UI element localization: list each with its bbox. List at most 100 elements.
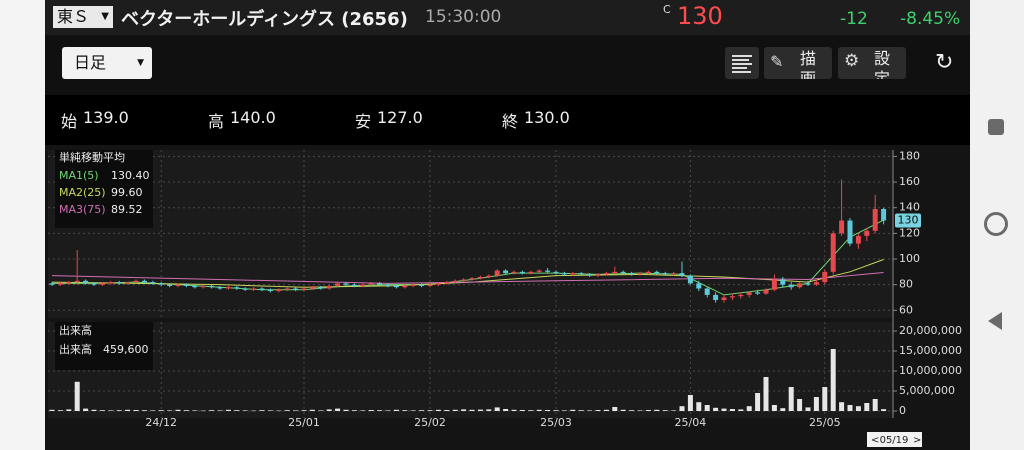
volume-bar xyxy=(755,393,761,411)
refresh-button[interactable]: ↻ xyxy=(935,50,954,75)
dropdown-arrow: ▼ xyxy=(137,58,144,68)
volume-bar xyxy=(116,410,122,411)
volume-bar xyxy=(797,399,803,411)
date-next[interactable]: > xyxy=(913,435,921,446)
candle-body xyxy=(755,292,761,294)
volume-bar xyxy=(528,410,534,411)
y-tick-label: 0 xyxy=(899,404,906,417)
y-tick-label: 60 xyxy=(899,303,913,316)
ohlc-value: 130.0 xyxy=(524,108,570,127)
volume-bar xyxy=(461,409,467,411)
volume-bar xyxy=(259,410,265,411)
candle-body xyxy=(813,282,819,285)
volume-bar xyxy=(351,410,357,411)
candle-body xyxy=(125,282,131,284)
settings-button[interactable]: ⚙ 設定 xyxy=(838,47,906,79)
period-select[interactable]: 日足 ▼ xyxy=(62,47,152,79)
candle-body xyxy=(116,282,122,284)
volume-bar xyxy=(805,407,811,411)
volume-bar xyxy=(91,409,97,411)
candle-body xyxy=(477,276,483,279)
ohlc-label: 高 xyxy=(208,112,225,131)
volume-bar xyxy=(99,410,105,411)
market-select[interactable]: 東Ｓ ▼ xyxy=(53,6,113,28)
candle-body xyxy=(469,278,475,280)
candle-body xyxy=(595,274,601,276)
volume-bar xyxy=(578,410,584,411)
back-button[interactable] xyxy=(988,312,1002,330)
chart: 24/12 25/01 25/02 25/03 25/04 25/05 60 80 100 120… xyxy=(45,145,970,450)
candle-body xyxy=(293,288,299,290)
candle-body xyxy=(847,220,853,244)
candle-body xyxy=(200,285,206,288)
y-tick-label: 160 xyxy=(899,175,920,188)
candle-body xyxy=(771,279,777,290)
candle-body xyxy=(360,284,366,286)
volume-bar xyxy=(503,409,509,411)
candle-body xyxy=(301,288,307,290)
volume-bar xyxy=(595,410,601,411)
header-bar xyxy=(45,0,970,35)
app: 東Ｓ ▼ ベクターホールディングス (2656) 15:30:00 C 130 … xyxy=(45,0,970,450)
price-tag xyxy=(895,213,921,228)
candle-body xyxy=(536,270,542,272)
candle-body xyxy=(234,287,240,289)
candle-body xyxy=(74,280,80,283)
last-price: 130 xyxy=(677,2,723,30)
candle-body xyxy=(276,289,282,292)
volume-bar xyxy=(251,410,257,412)
volume-bar xyxy=(645,410,651,411)
volume-bar xyxy=(881,409,887,411)
volume-bar xyxy=(687,395,693,411)
candle-body xyxy=(671,273,677,275)
volume-bar xyxy=(855,406,861,411)
settings-label: 設定 xyxy=(874,49,891,79)
volume-bar xyxy=(183,410,189,411)
date-nav[interactable] xyxy=(867,432,922,447)
volume-bar xyxy=(242,410,248,411)
volume-bar xyxy=(452,409,458,411)
date-prev[interactable]: < xyxy=(871,435,879,446)
volume-bar xyxy=(813,397,819,411)
y-tick-label: 80 xyxy=(899,278,913,291)
volume-bar xyxy=(587,410,593,411)
candle-body xyxy=(654,271,660,274)
volume-bar xyxy=(746,406,752,411)
volume-bar xyxy=(839,402,845,411)
candle-body xyxy=(217,287,223,289)
candle-body xyxy=(519,271,525,274)
y-tick-label: 15,000,000 xyxy=(899,344,962,357)
home-button[interactable] xyxy=(984,212,1008,236)
candle-body xyxy=(267,289,273,292)
volume-bar xyxy=(629,410,635,411)
candle-body xyxy=(797,283,803,288)
quote-time: 15:30:00 xyxy=(425,7,502,27)
price-panel xyxy=(48,150,893,318)
legend-entry: MA3(75) xyxy=(59,203,106,216)
legend-value: 99.60 xyxy=(111,186,143,199)
volume-bar xyxy=(662,410,668,411)
candle-body xyxy=(393,285,399,288)
recents-button[interactable] xyxy=(988,119,1004,135)
candle-body xyxy=(830,233,836,272)
candle-body xyxy=(83,280,89,284)
volume-bar xyxy=(704,405,710,411)
volume-title: 出来高 xyxy=(59,323,92,337)
order-button[interactable] xyxy=(725,47,759,79)
y-tick-label: 120 xyxy=(899,226,920,239)
candle-body xyxy=(377,283,383,285)
draw-button[interactable]: ✎ 描画 xyxy=(764,47,832,79)
volume-bar xyxy=(519,410,525,411)
candle-body xyxy=(351,284,357,286)
volume-bar xyxy=(225,409,231,411)
y-tick-label: 20,000,000 xyxy=(899,324,962,337)
candle-body xyxy=(486,275,492,277)
candle-body xyxy=(570,273,576,275)
ma-line xyxy=(51,271,884,284)
volume-bar xyxy=(209,410,215,411)
candle-body xyxy=(839,220,845,234)
x-tick-label: 25/05 xyxy=(809,416,841,429)
candle-body xyxy=(209,285,215,288)
candle-body xyxy=(385,284,391,286)
volume-bar xyxy=(385,410,391,411)
